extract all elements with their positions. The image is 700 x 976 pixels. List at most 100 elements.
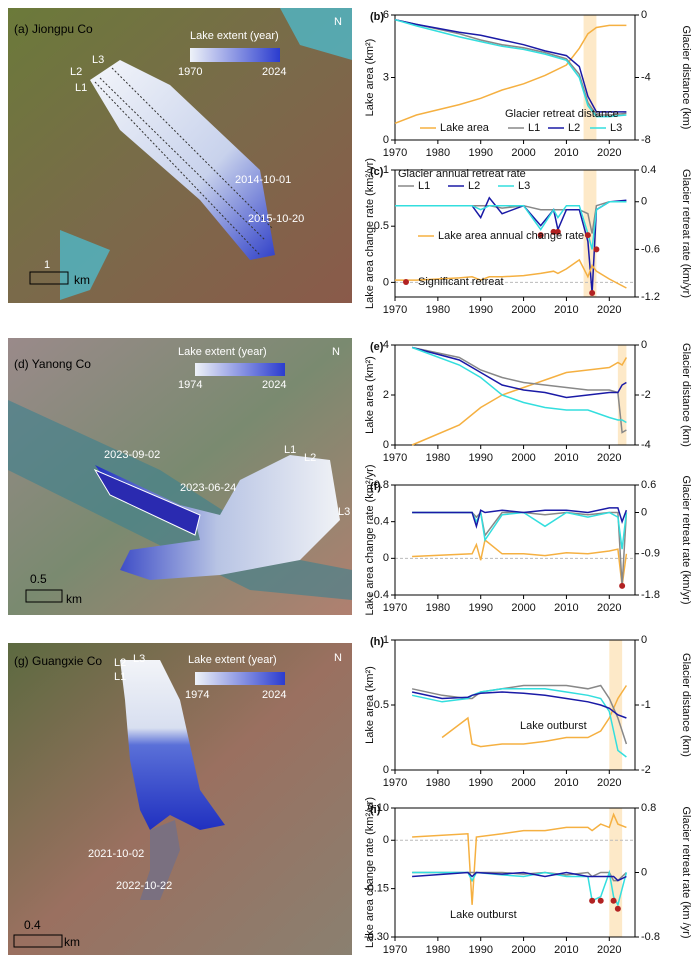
series-line: [394, 18, 627, 116]
x-tick-label: 1990: [468, 147, 492, 159]
scale-unit: km: [64, 935, 80, 949]
y2-tick-label: 0: [641, 9, 647, 21]
north: N: [334, 652, 342, 664]
y-tick-label: -0.4: [370, 589, 389, 601]
x-tick-label: 1970: [383, 602, 407, 614]
highlight-band: [609, 808, 623, 937]
date-label: 2023-09-02: [104, 449, 160, 461]
plot-frame: [394, 169, 636, 298]
x-tick-label: 1980: [426, 147, 450, 159]
y-tick-label: 0: [383, 552, 389, 564]
y2-tick-label: 0: [641, 506, 647, 518]
scale-unit: km: [74, 273, 90, 287]
y-tick-label: 0: [383, 276, 389, 288]
x-tick-label: 1990: [468, 452, 492, 464]
y-tick-label: 0: [383, 439, 389, 451]
retreat-point: [614, 905, 621, 912]
y-axis-title: Lake area change rate (km²/yr): [364, 797, 376, 948]
series-line: [394, 18, 627, 118]
x-tick-label: 2020: [597, 602, 621, 614]
x-tick-label: 1970: [383, 452, 407, 464]
legend-label: Lake area: [440, 122, 490, 134]
series-line: [411, 357, 628, 446]
panel-label: (i): [370, 804, 381, 816]
retreat-point: [589, 290, 596, 297]
retreat-point: [589, 897, 596, 904]
y-axis-title: Lake area (km²): [364, 39, 376, 117]
panel-label: (c): [370, 166, 384, 178]
x-tick-label: 2000: [511, 147, 535, 159]
series-line: [412, 510, 628, 586]
legend-label: Significant retreat: [418, 276, 504, 288]
y-tick-label: 2: [383, 389, 389, 401]
date-label: 2015-10-20: [248, 213, 304, 225]
x-tick-label: 1980: [426, 944, 450, 956]
map-legend-title: Lake extent (year): [178, 346, 267, 358]
y2-tick-label: -8: [641, 134, 651, 146]
map-d: (d) Yanong Co Lake extent (year) 1974 20…: [8, 338, 352, 615]
series-line: [412, 871, 627, 882]
legend-start: 1970: [178, 66, 202, 78]
x-tick-label: 1970: [383, 944, 407, 956]
north: N: [334, 16, 342, 28]
y-tick-label: -0.30: [364, 931, 389, 943]
legend-label: L2: [568, 122, 580, 134]
x-tick-label: 2000: [511, 944, 535, 956]
y-tick-label: 0.8: [374, 479, 389, 491]
x-tick-label: 2020: [597, 944, 621, 956]
y2-tick-label: 0.4: [641, 164, 656, 176]
y-tick-label: 4: [383, 339, 389, 351]
legend-label: L3: [518, 180, 530, 192]
series-line: [395, 201, 627, 250]
legend-end: 2024: [262, 689, 286, 701]
legend-label: Lake area annual change rate: [438, 230, 584, 242]
y2-tick-label: -1.8: [641, 589, 660, 601]
date-label: 2021-10-02: [88, 848, 144, 860]
y-axis-title: Lake area change rate (km²/yr): [364, 158, 376, 309]
x-tick-label: 2000: [511, 602, 535, 614]
y2-tick-label: 0.6: [641, 479, 656, 491]
retreat-point: [597, 897, 604, 904]
highlight-band: [617, 345, 627, 445]
y2-tick-label: -1.2: [641, 291, 660, 303]
retreat-point: [584, 232, 591, 239]
series-line: [411, 346, 627, 424]
y-tick-label: 6: [383, 9, 389, 21]
legend-start: 1974: [178, 379, 202, 391]
y2-tick-label: -4: [641, 439, 651, 451]
annotation: Lake outburst: [450, 909, 517, 921]
scale-label: 1: [44, 259, 50, 271]
annotation: Lake outburst: [520, 720, 587, 732]
line-label: L3: [92, 54, 104, 66]
x-tick-label: 2020: [597, 147, 621, 159]
plot-frame: [394, 14, 636, 141]
x-tick-label: 1970: [383, 147, 407, 159]
series-line: [412, 509, 628, 550]
x-tick-label: 1980: [426, 602, 450, 614]
y-tick-label: 0: [383, 134, 389, 146]
x-tick-label: 2010: [554, 452, 578, 464]
line-label: L2: [70, 66, 82, 78]
y-tick-label: 0.5: [374, 699, 389, 711]
legend-label: L2: [468, 180, 480, 192]
y2-tick-label: 0: [641, 196, 647, 208]
map-legend-title: Lake extent (year): [188, 654, 277, 666]
y-tick-label: 0.10: [368, 802, 389, 814]
north: N: [332, 346, 340, 358]
x-tick-label: 2020: [597, 777, 621, 789]
series-line: [395, 258, 627, 289]
x-tick-label: 1990: [468, 944, 492, 956]
line-label: L1: [284, 444, 296, 456]
plot-frame: [394, 344, 636, 446]
line-label: L2: [304, 452, 316, 464]
y-axis-title: Lake area change rate (km²/yr): [364, 464, 376, 615]
legend-title: Glacier retreat distance: [505, 108, 619, 120]
legend-label: L3: [610, 122, 622, 134]
y2-tick-label: -0.9: [641, 548, 660, 560]
scale-label: 0.4: [24, 918, 41, 932]
x-tick-label: 1970: [383, 304, 407, 316]
y2-axis-title: Glacier distance (km): [680, 343, 692, 447]
y2-tick-label: -0.6: [641, 243, 660, 255]
retreat-point: [619, 582, 626, 589]
line-label: L1: [114, 671, 126, 683]
